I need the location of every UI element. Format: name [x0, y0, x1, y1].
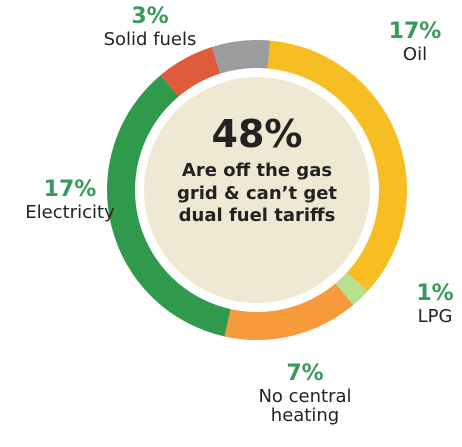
category-label: LPG	[417, 306, 453, 327]
category-label: No central heating	[258, 386, 352, 426]
center-value: 48%	[211, 112, 303, 156]
value-label: 17%	[43, 177, 97, 202]
value-label: 7%	[286, 361, 324, 386]
donut-segment	[224, 283, 354, 340]
category-label: Solid fuels	[103, 29, 197, 50]
donut-segment	[107, 75, 231, 337]
donut-segment	[211, 39, 271, 74]
value-label: 17%	[388, 19, 442, 44]
donut-segment	[267, 40, 407, 292]
value-label: 3%	[131, 4, 169, 29]
center-disc	[144, 77, 370, 303]
donut-segment	[335, 272, 368, 305]
center-caption: Are off the gas grid & can’t get dual fu…	[176, 160, 338, 226]
value-label: 1%	[416, 281, 454, 306]
category-label: Electricity	[25, 202, 115, 223]
donut-segment	[160, 46, 221, 97]
category-label: Oil	[402, 44, 428, 65]
